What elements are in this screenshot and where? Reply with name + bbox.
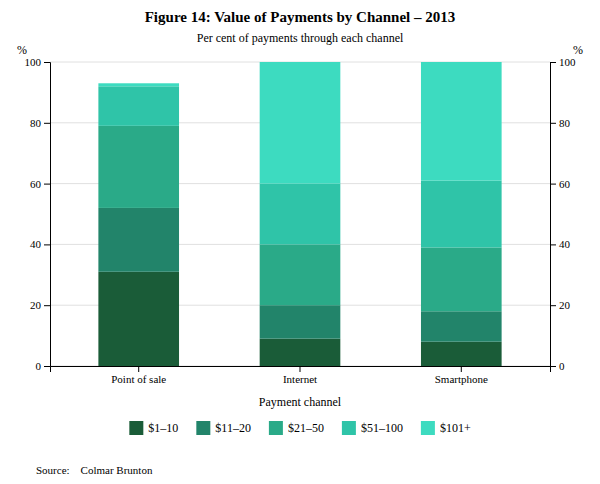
x-axis-tick-mark	[461, 366, 462, 372]
y2-axis: 0 20 40 60 80 100	[550, 56, 576, 372]
y2-axis-tick: 0	[550, 360, 565, 372]
y-axis-tick: 40	[30, 238, 50, 250]
x-axis-line	[51, 367, 551, 373]
legend-item: $101+	[421, 421, 471, 435]
y-axis-line	[44, 63, 51, 367]
legend-label: $51–100	[361, 421, 403, 435]
y2-axis-tick: 20	[550, 299, 571, 311]
y2-axis-tick: 40	[550, 238, 571, 250]
x-axis-tick: Internet	[283, 366, 317, 385]
x-axis: Point of sale Internet Smartphone	[51, 366, 551, 385]
y-axis-tick-mark	[44, 62, 50, 63]
y2-axis-tick: 100	[550, 56, 576, 68]
legend-label: $11–20	[215, 421, 251, 435]
chart-container: Figure 14: Value of Payments by Channel …	[0, 0, 600, 484]
y-axis-tick-label: 100	[25, 56, 42, 68]
legend-item: $21–50	[269, 421, 324, 435]
x-axis-title: Payment channel	[259, 395, 342, 409]
bar	[421, 311, 502, 341]
x-axis-tick-mark	[138, 366, 139, 372]
legend: $1–10 $11–20 $21–50 $51–100 $101+	[129, 421, 471, 435]
y-axis-tick-label: 20	[30, 299, 42, 311]
x-axis-tick-label: Point of sale	[111, 373, 166, 385]
y2-axis-tick-mark	[550, 123, 556, 124]
legend-swatch	[269, 421, 283, 435]
bar	[260, 62, 341, 184]
y2-axis-tick-mark	[550, 244, 556, 245]
y-axis-tick-mark	[44, 244, 50, 245]
grid	[50, 62, 550, 366]
bar	[421, 247, 502, 311]
legend-swatch	[196, 421, 210, 435]
y2-axis-tick-mark	[550, 305, 556, 306]
y-axis-tick-label: 40	[30, 238, 42, 250]
y-axis-tick-mark	[44, 305, 50, 306]
y2-axis-tick-label: 0	[559, 360, 565, 372]
bar	[98, 83, 179, 86]
y-axis-tick: 0	[36, 360, 51, 372]
bar	[98, 208, 179, 272]
y-axis-tick-mark	[44, 184, 50, 185]
bar	[421, 62, 502, 181]
plot-area: Point of sale Internet Smartphone 0 20 40 60 80…	[17, 43, 583, 409]
legend-item: $1–10	[129, 421, 178, 435]
x-axis-tick-label: Smartphone	[435, 373, 488, 385]
x-axis-tick-mark	[300, 366, 301, 372]
x-axis-tick: Smartphone	[435, 366, 488, 385]
y-axis-tick-label: 0	[36, 360, 42, 372]
bar	[421, 181, 502, 248]
legend-swatch	[129, 421, 143, 435]
y-axis-tick-mark	[44, 366, 50, 367]
y2-axis-tick-label: 100	[559, 56, 576, 68]
title: Figure 14: Value of Payments by Channel …	[145, 9, 456, 25]
legend-label: $101+	[440, 421, 471, 435]
y2-axis-tick-mark	[550, 62, 556, 63]
bar	[260, 184, 341, 245]
y2-axis-tick-label: 80	[559, 117, 571, 129]
y2-axis-tick-label: 60	[559, 178, 571, 190]
legend-label: $21–50	[288, 421, 324, 435]
y2-axis-tick-mark	[550, 366, 556, 367]
bar	[98, 272, 179, 366]
y-axis-tick-mark	[44, 123, 50, 124]
subtitle: Per cent of payments through each channe…	[197, 31, 404, 45]
y2-axis-tick-label: 20	[559, 299, 571, 311]
y-axis-tick: 20	[30, 299, 50, 311]
y2-axis-tick: 60	[550, 178, 571, 190]
legend-item: $51–100	[342, 421, 403, 435]
bar-series	[98, 62, 501, 184]
legend-label: $1–10	[148, 421, 178, 435]
y-axis-title: %	[17, 43, 27, 57]
y-axis: 0 20 40 60 80 100	[25, 56, 51, 372]
bar	[98, 86, 179, 126]
x-axis-tick: Point of sale	[111, 366, 166, 385]
y2-axis-tick-mark	[550, 184, 556, 185]
y-axis-tick-label: 80	[30, 117, 42, 129]
source-note: Source: Colmar Brunton	[36, 464, 153, 476]
y2-axis-title: %	[573, 43, 583, 57]
y-axis-tick: 100	[25, 56, 51, 68]
bar	[260, 305, 341, 338]
y-axis-tick: 80	[30, 117, 50, 129]
y2-axis-tick-label: 40	[559, 238, 571, 250]
legend-swatch	[342, 421, 356, 435]
legend-swatch	[421, 421, 435, 435]
y-axis-tick: 60	[30, 178, 50, 190]
y2-axis-tick: 80	[550, 117, 571, 129]
chart-svg: Figure 14: Value of Payments by Channel …	[0, 0, 600, 484]
bar	[421, 342, 502, 366]
legend-item: $11–20	[196, 421, 251, 435]
bar	[260, 244, 341, 305]
bars	[98, 62, 501, 366]
y-axis-tick-label: 60	[30, 178, 42, 190]
bar	[260, 339, 341, 366]
x-axis-tick-label: Internet	[283, 373, 317, 385]
y2-axis-line	[551, 63, 557, 367]
bar	[98, 126, 179, 208]
